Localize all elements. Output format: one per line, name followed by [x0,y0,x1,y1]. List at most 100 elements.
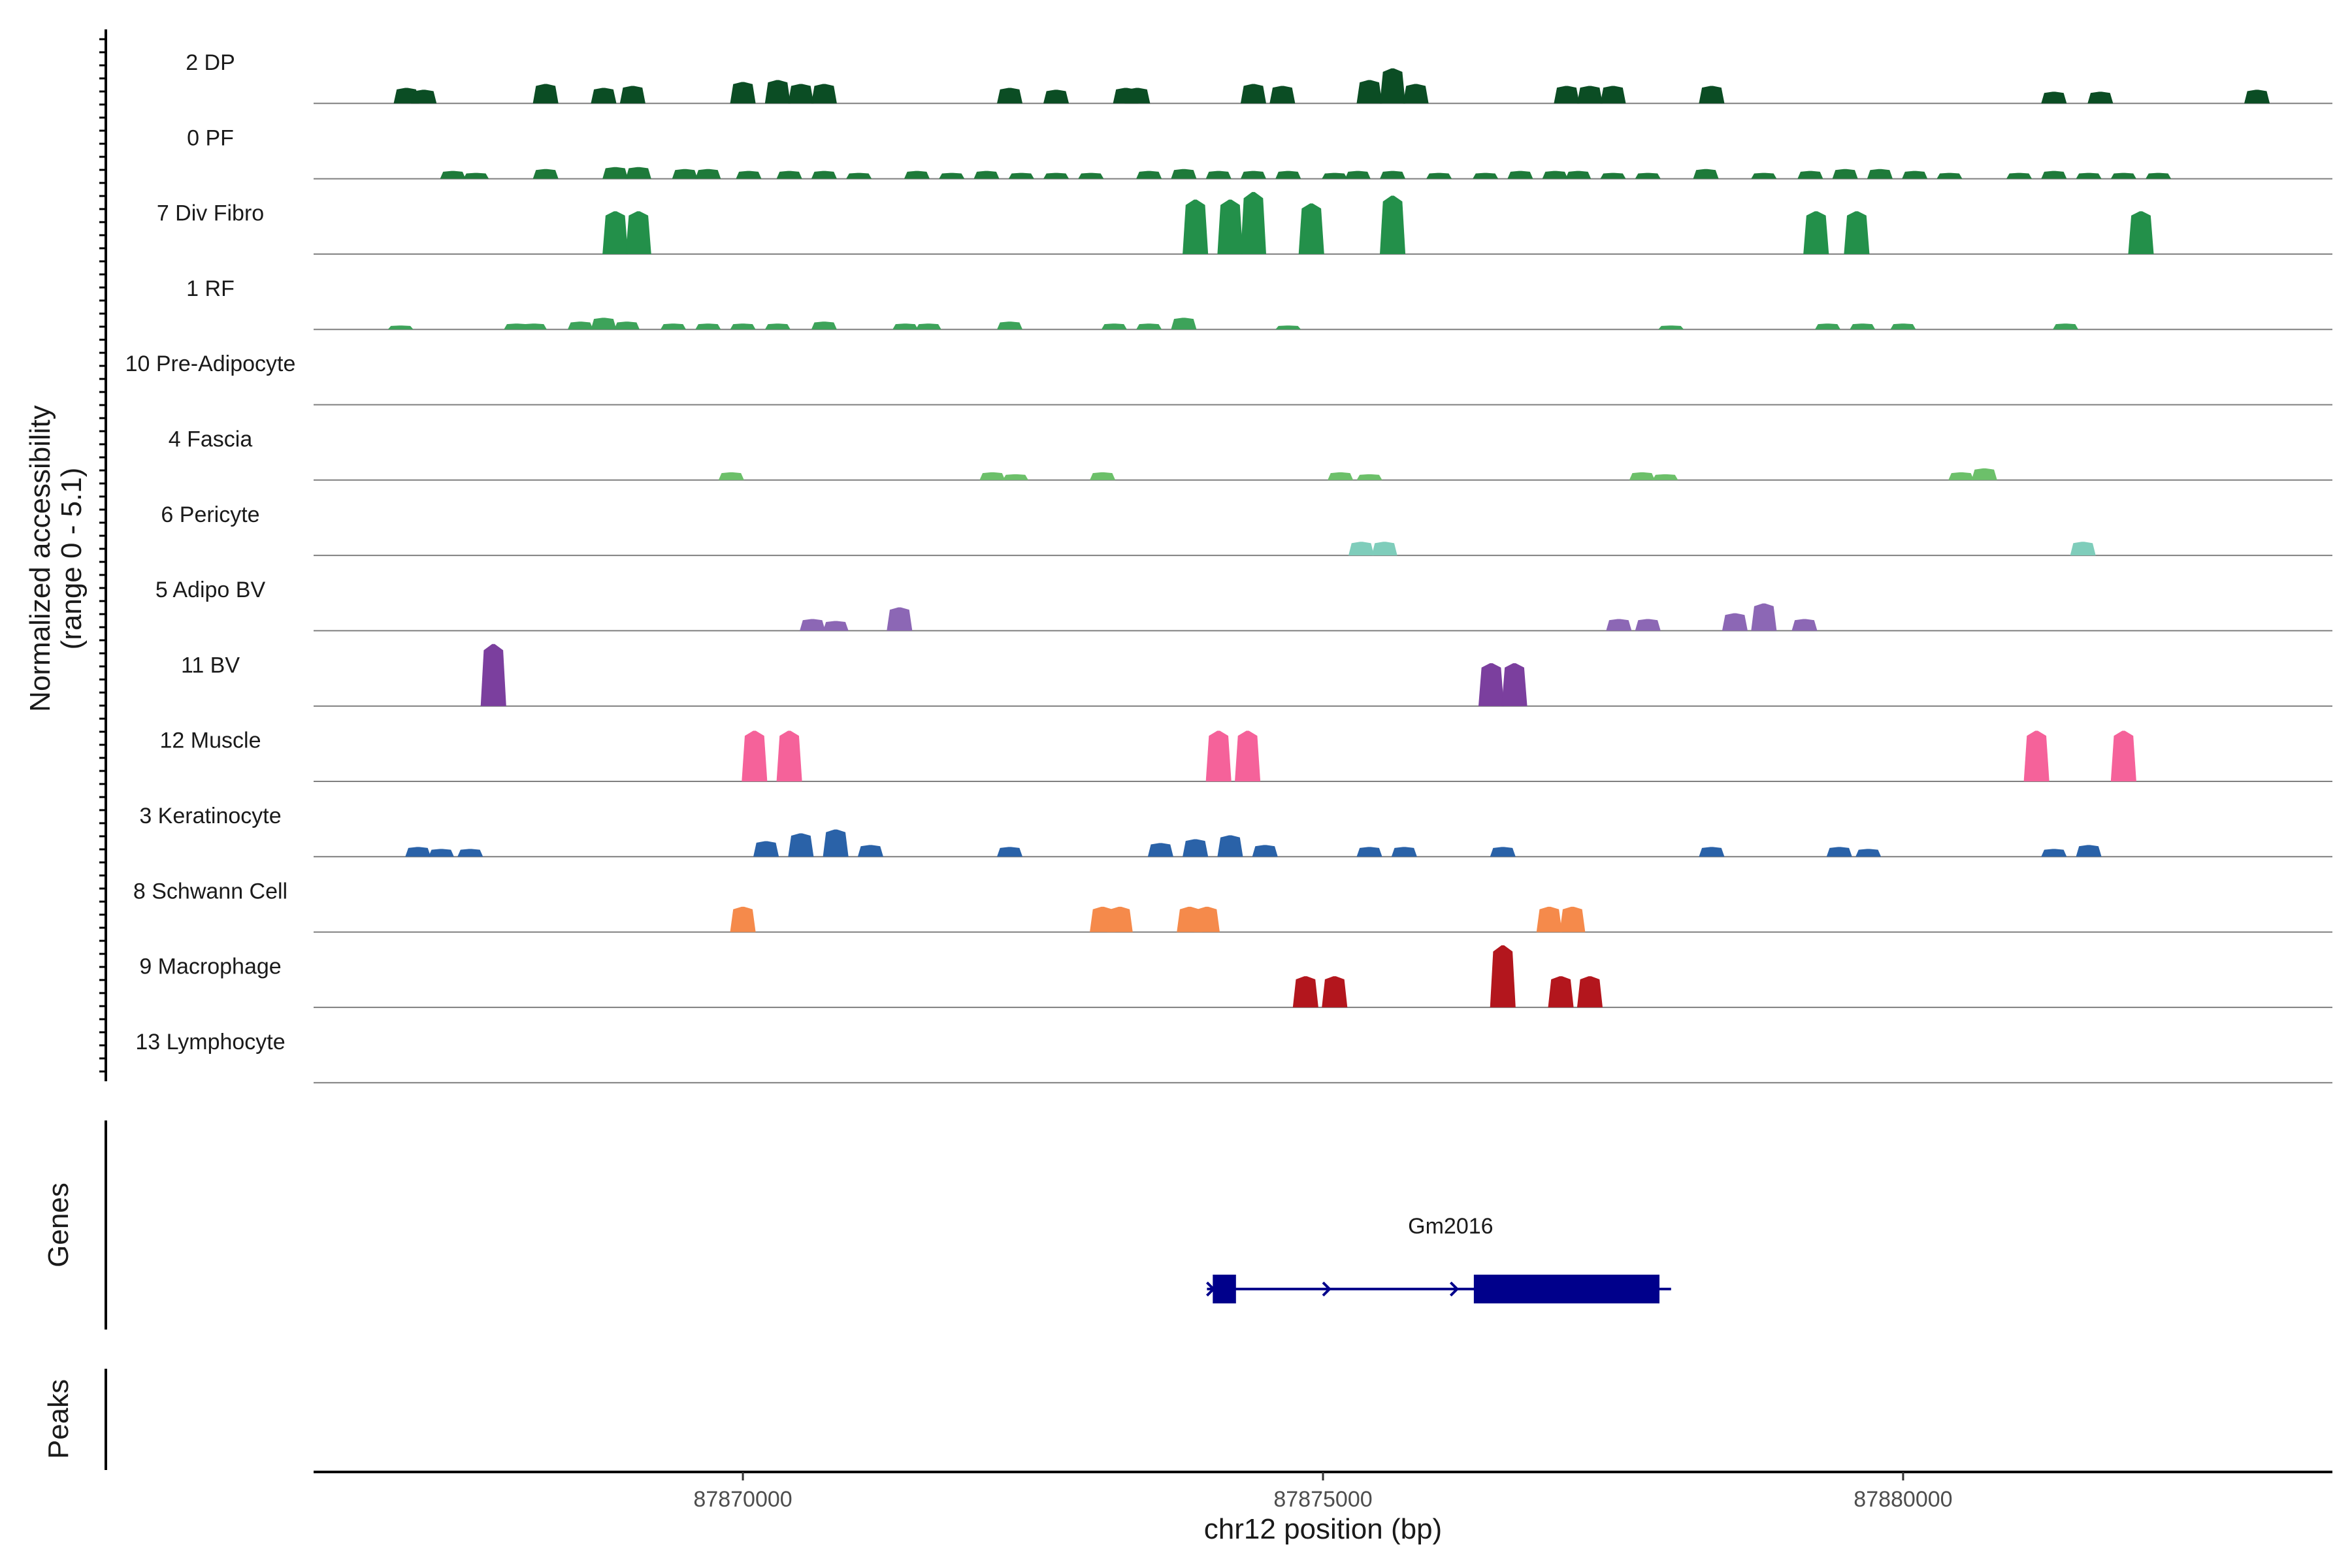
gene-exon [1473,1275,1659,1303]
coverage-peak [660,323,687,330]
strand-arrow [1205,1281,1216,1297]
x-axis: 87870000 87875000 87880000 chr12 position … [314,1471,2332,1545]
coverage-peak [1606,619,1632,631]
coverage-peak [892,323,919,330]
coverage-peak [2053,323,2079,330]
coverage-peak [1240,191,1266,254]
coverage-peak [753,841,779,857]
track-1-rf: 1 RF [186,276,2332,331]
coverage-peak [1629,472,1655,480]
y-axis-title-line2: (range 0 - 5.1) [56,468,88,650]
gene-exon [1213,1275,1236,1303]
coverage-peak [1844,211,1870,254]
coverage-peak [1850,323,1876,330]
track-label: 9 Macrophage [139,955,281,979]
coverage-peak [764,80,791,104]
coverage-peak [1252,845,1278,857]
coverage-peak [1356,474,1382,480]
track-4-fascia: 4 Fascia [169,427,2332,481]
coverage-peak [811,171,837,179]
coverage-peak [1101,323,1127,330]
coverage-peak [1693,169,1719,179]
coverage-peak [1803,211,1829,254]
track-7-div-fibro: 7 Div Fibro [157,191,2332,255]
coverage-peak [695,169,721,179]
coverage-peak [480,644,506,706]
coverage-peak [1814,323,1841,330]
coverage-peak [1948,472,1974,480]
coverage-peak [1205,730,1232,781]
coverage-peak [2023,730,2050,781]
coverage-peak [428,849,454,857]
peaks-panel: Peaks [42,1369,107,1470]
track-label: 6 Pericyte [161,502,259,527]
coverage-peak [1147,843,1173,857]
coverage-peak [1600,172,1626,179]
peaks-axis-title: Peaks [42,1379,74,1459]
coverage-peak [730,323,756,330]
track-label: 5 Adipo BV [155,578,266,602]
coverage-peak [1902,171,1928,179]
coverage-peak [776,730,802,781]
track-11-bv: 11 BV [181,644,2332,707]
coverage-peak [823,621,849,631]
coverage-peak [1275,325,1301,330]
coverage-peak [1576,86,1603,104]
track-9-macrophage: 9 Macrophage [139,945,2332,1008]
y-axis-coverage [99,29,107,1081]
coverage-peak [788,84,814,104]
coverage-peak [996,88,1023,104]
coverage-peak [811,321,837,330]
coverage-peak [1194,906,1220,932]
track-label: 3 Keratinocyte [139,804,281,828]
coverage-peak [1136,323,1162,330]
coverage-peak [2244,90,2270,104]
coverage-peak [1936,172,1963,179]
coverage-peak [1507,171,1533,179]
coverage-peak [1240,84,1266,104]
coverage-peak [1826,847,1852,857]
coverage-peak [1699,847,1725,857]
coverage-peak [718,472,744,480]
coverage-peak [1002,474,1028,480]
track-label: 1 RF [186,276,235,301]
x-tick-label: 87880000 [1854,1487,1952,1512]
coverage-peak [1171,318,1197,330]
coverage-peak [1298,203,1324,254]
coverage-peak [1348,542,1375,556]
coverage-peak [1322,172,1348,179]
track-2-dp: 2 DP [186,50,2332,105]
coverage-peak [2070,542,2096,556]
coverage-peak [1536,906,1562,932]
gene-label: Gm2016 [1408,1214,1493,1239]
coverage-peak [625,211,651,254]
coverage-peak [1008,172,1034,179]
coverage-peak [1043,90,1070,104]
coverage-peak [776,171,802,179]
coverage-peak [2087,91,2114,104]
coverage-peak [1136,171,1162,179]
coverage-peak [613,321,640,330]
track-6-pericyte: 6 Pericyte [161,502,2332,557]
coverage-peak [521,323,547,330]
coverage-peak [1371,542,1397,556]
coverage-peak [1548,976,1574,1007]
coverage-peak [591,88,617,104]
coverage-peak [1426,172,1452,179]
coverage-peak [1751,172,1777,179]
coverage-peak [1855,849,1882,857]
coverage-peak [887,607,913,631]
coverage-peak [2146,172,2172,179]
coverage-peak [1890,323,1916,330]
coverage-peak [1124,88,1151,104]
coverage-peak [1635,172,1661,179]
gene-model [1205,1275,1671,1303]
coverage-peak [695,323,721,330]
coverage-peak [1380,195,1406,254]
coverage-peak [1235,730,1261,781]
coverage-peak [463,172,489,179]
coverage-peak [387,325,414,330]
coverage-peak [1490,847,1516,857]
coverage-peak [811,84,837,104]
coverage-peak [996,847,1023,857]
